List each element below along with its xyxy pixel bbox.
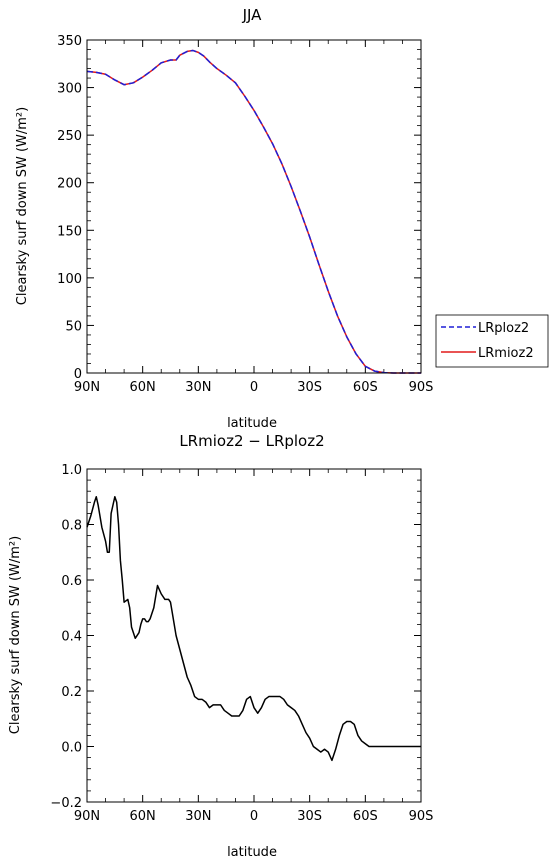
chart-top-series-lrploz2-line (86, 49, 421, 374)
chart-top-xtick-label: 30S (297, 380, 322, 395)
chart-top-ytick-label: 200 (57, 177, 82, 192)
chart-top-xtick-label: 0 (250, 380, 258, 395)
chart-bottom-xtick-label: 90S (409, 809, 434, 824)
chart-bottom-ytick-label: 0.0 (61, 741, 82, 756)
chart-top-xtick-label: 60N (130, 380, 156, 395)
chart-top-ylabel: Clearsky surf down SW (W/m²) (15, 107, 30, 305)
chart-top-xtick-label: 60S (353, 380, 378, 395)
chart-bottom-ytick-label: −0.2 (50, 796, 82, 811)
chart-bottom-title: LRmioz2 − LRploz2 (179, 432, 324, 450)
legend-label-lrploz2: LRploz2 (478, 321, 529, 336)
chart-top-xtick-label: 30N (185, 380, 211, 395)
chart-top-ytick-label: 50 (65, 319, 82, 334)
chart-bottom-ytick-label: 0.6 (61, 574, 82, 589)
chart-bottom-xtick-label: 60N (130, 809, 156, 824)
chart-top-ytick-label: 150 (57, 224, 82, 239)
chart-top-series-lrmioz2-line (86, 49, 421, 374)
chart-top-ytick-label: 350 (57, 34, 82, 49)
chart-bottom-ylabel: Clearsky surf down SW (W/m²) (8, 536, 23, 734)
chart-top: JJA Clearsky surf down SW (W/m²) latitud… (15, 6, 433, 431)
chart-top-ytick-label: 100 (57, 272, 82, 287)
chart-top-xtick-label: 90N (74, 380, 100, 395)
chart-top-title: JJA (242, 6, 263, 24)
chart-bottom-frame (86, 468, 422, 803)
chart-bottom-xtick-label: 90N (74, 809, 100, 824)
chart-bottom-ytick-label: 1.0 (61, 463, 82, 478)
chart-bottom-xlabel: latitude (227, 845, 277, 860)
chart-top-ytick-label: 0 (74, 367, 82, 382)
legend-label-lrmioz2: LRmioz2 (478, 346, 534, 361)
legend: LRploz2 LRmioz2 (435, 314, 549, 368)
chart-bottom-xtick-label: 30N (185, 809, 211, 824)
chart-bottom-series-difference-line (86, 496, 421, 762)
chart-top-xlabel: latitude (227, 416, 277, 431)
chart-bottom: LRmioz2 − LRploz2 Clearsky surf down SW … (8, 432, 433, 860)
chart-bottom-xtick-label: 30S (297, 809, 322, 824)
chart-top-ytick-label: 250 (57, 129, 82, 144)
legend-box (435, 314, 549, 368)
chart-top-xtick-label: 90S (409, 380, 434, 395)
chart-bottom-xtick-label: 0 (250, 809, 258, 824)
chart-bottom-ytick-label: 0.4 (61, 630, 82, 645)
chart-bottom-ytick-label: 0.2 (61, 685, 82, 700)
chart-top-ytick-label: 300 (57, 82, 82, 97)
chart-top-frame (86, 39, 422, 374)
chart-bottom-xtick-label: 60S (353, 809, 378, 824)
chart-bottom-ytick-label: 0.8 (61, 519, 82, 534)
